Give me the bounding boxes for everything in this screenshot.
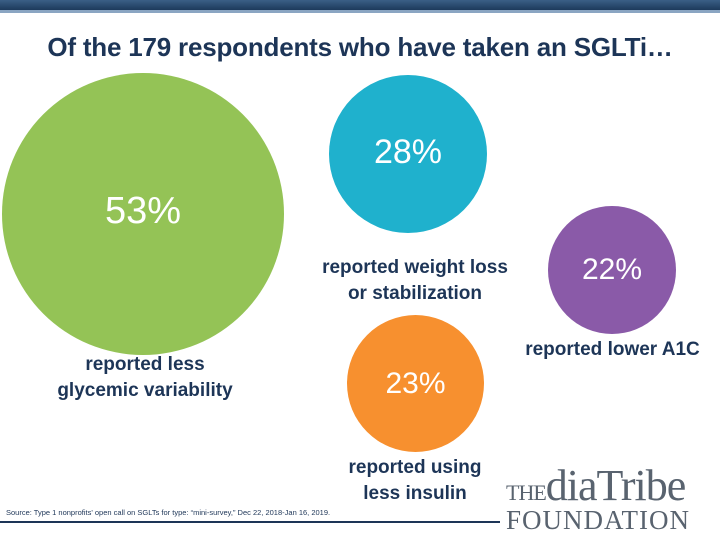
logo-top-line: THEdiaTribe [506,461,686,510]
source-note: Source: Type 1 nonprofits' open call on … [6,508,331,517]
stat-label-glycemic-variability: reported less glycemic variability [0,352,290,404]
stat-circle-lower-a1c: 22% [548,206,676,334]
stat-label-line: or stabilization [347,283,483,304]
header-bar [0,0,720,10]
footer-divider [0,521,500,523]
stat-label-line: reported weight loss [322,257,508,278]
stat-label-line: less insulin [363,483,467,504]
stat-label-line: reported less [85,354,205,375]
stat-circle-less-insulin: 23% [347,315,484,452]
stat-circle-glycemic-variability: 53% [2,73,284,355]
stat-label-line: reported using [348,457,482,478]
logo-diatribe-text: diaTribe [545,461,686,510]
logo-the-text: THE [506,480,547,505]
stat-value-glycemic-variability: 53% [104,189,182,232]
stat-value-less-insulin: 23% [385,366,446,400]
stat-label-weight-loss: reported weight loss or stabilization [300,255,530,307]
stat-value-weight-loss: 28% [373,132,443,171]
diatribe-foundation-logo: THEdiaTribe FOUNDATION [506,461,716,535]
stat-value-lower-a1c: 22% [581,253,643,286]
stat-label-lower-a1c: reported lower A1C [505,337,720,363]
stat-label-line: glycemic variability [57,380,233,401]
stat-label-less-insulin: reported using less insulin [305,455,525,507]
logo-foundation-text: FOUNDATION [506,505,690,535]
stat-label-line: reported lower A1C [525,339,700,360]
stat-circle-weight-loss: 28% [329,75,487,233]
header-bar-underline [0,10,720,13]
slide-title: Of the 179 respondents who have taken an… [47,32,673,62]
